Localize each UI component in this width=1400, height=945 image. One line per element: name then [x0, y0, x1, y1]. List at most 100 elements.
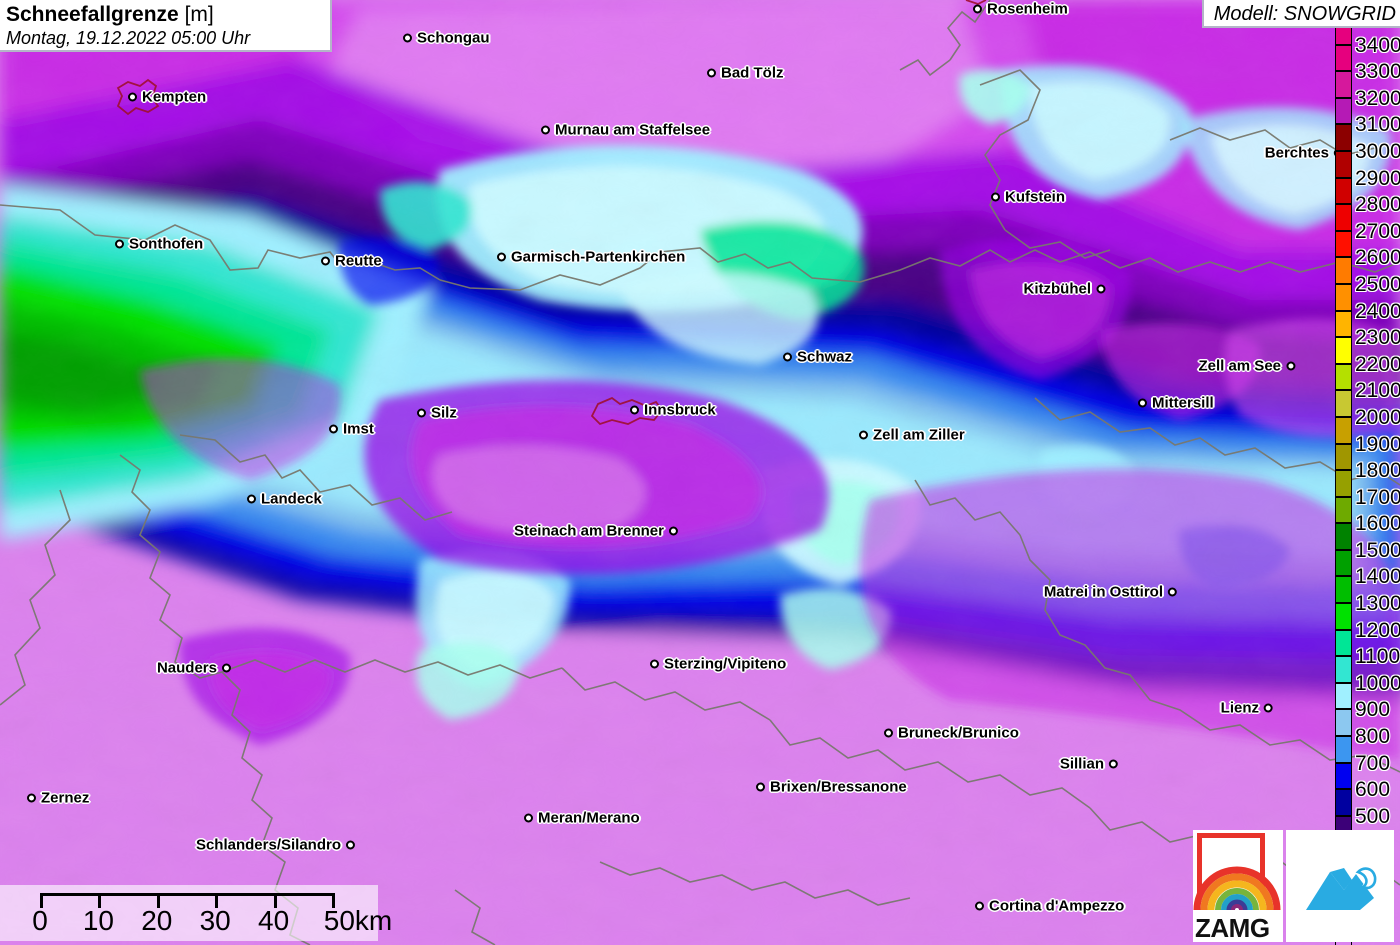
- legend-label: 3200: [1355, 86, 1400, 110]
- legend-row[interactable]: 3100: [1328, 114, 1400, 151]
- legend-row[interactable]: 900: [1328, 699, 1400, 737]
- city-marker[interactable]: Landeck: [247, 491, 322, 508]
- legend-row[interactable]: 1600: [1328, 513, 1400, 550]
- city-marker[interactable]: Meran/Merano: [524, 810, 640, 827]
- legend-swatch: [1335, 576, 1352, 604]
- city-dot-icon: [1096, 284, 1105, 294]
- scale-bar-labels: 0 10 20 30 40 50km: [0, 905, 392, 939]
- legend-row[interactable]: 3300: [1328, 61, 1400, 98]
- city-marker[interactable]: Schlanders/Silandro: [196, 837, 355, 854]
- city-dot-icon: [321, 256, 330, 266]
- city-marker[interactable]: Innsbruck: [630, 402, 716, 419]
- legend-row[interactable]: 2500: [1328, 274, 1400, 311]
- legend-swatch: [1335, 363, 1352, 391]
- city-marker[interactable]: Reutte: [321, 253, 382, 270]
- legend-label: 3300: [1355, 60, 1400, 84]
- legend-row[interactable]: 1400: [1328, 566, 1400, 604]
- city-marker[interactable]: Imst: [329, 421, 374, 438]
- city-dot-icon: [524, 813, 533, 823]
- legend-row[interactable]: 800: [1328, 726, 1400, 763]
- city-marker[interactable]: Lienz: [1221, 700, 1273, 717]
- legend-colorbar[interactable]: 3500340033003200310030002900280027002600…: [1328, 8, 1400, 945]
- legend-row[interactable]: 1300: [1328, 593, 1400, 630]
- city-dot-icon: [1168, 587, 1177, 597]
- scale-bar-label: 50km: [323, 905, 393, 936]
- legend-row[interactable]: 1800: [1328, 460, 1400, 497]
- legend-swatch: [1335, 71, 1352, 98]
- legend-row[interactable]: 2400: [1328, 301, 1400, 338]
- city-marker[interactable]: Rosenheim: [973, 1, 1068, 18]
- zamg-logo[interactable]: ZAMG: [1193, 830, 1283, 942]
- city-marker[interactable]: Kufstein: [991, 189, 1065, 206]
- title-unit: [m]: [184, 3, 214, 26]
- legend-label: 2400: [1355, 299, 1400, 323]
- legend-row[interactable]: 1500: [1328, 540, 1400, 577]
- legend-row[interactable]: 2300: [1328, 327, 1400, 364]
- legend-label: 1500: [1355, 538, 1400, 562]
- legend-label: 500: [1355, 804, 1391, 828]
- city-dot-icon: [991, 192, 1000, 202]
- city-dot-icon: [630, 405, 639, 415]
- legend-row[interactable]: 3000: [1328, 141, 1400, 178]
- city-marker[interactable]: Sillian: [1060, 756, 1118, 773]
- city-marker[interactable]: Schwaz: [783, 349, 852, 366]
- legend-row[interactable]: 2200: [1328, 354, 1400, 391]
- legend-row[interactable]: 1200: [1328, 620, 1400, 657]
- city-marker[interactable]: Steinach am Brenner: [514, 523, 678, 540]
- city-marker[interactable]: Nauders: [157, 660, 231, 677]
- city-label: Lienz: [1220, 699, 1259, 717]
- legend-row[interactable]: 700: [1328, 753, 1400, 790]
- legend-row[interactable]: 1100: [1328, 646, 1400, 683]
- legend-label: 2600: [1355, 246, 1400, 270]
- model-label: Modell: SNOWGRID: [1213, 3, 1396, 25]
- legend-row[interactable]: 1900: [1328, 434, 1400, 471]
- legend-row[interactable]: 2100: [1328, 380, 1400, 417]
- legend-row[interactable]: 2700: [1328, 221, 1400, 258]
- legend-label: 3000: [1355, 139, 1400, 163]
- city-marker[interactable]: Sonthofen: [115, 236, 203, 253]
- city-marker[interactable]: Matrei in Osttirol: [1044, 584, 1177, 601]
- legend-row[interactable]: 3200: [1328, 88, 1400, 125]
- city-marker[interactable]: Mittersill: [1138, 395, 1214, 412]
- city-label: Zernez: [41, 789, 90, 807]
- legend-label: 1400: [1355, 565, 1400, 589]
- legend-row[interactable]: 600: [1328, 779, 1400, 816]
- city-boundary-outlines: [116, 0, 987, 426]
- geosphere-logo[interactable]: [1286, 830, 1394, 942]
- city-marker[interactable]: Schongau: [403, 30, 490, 47]
- city-marker[interactable]: Bad Tölz: [707, 65, 784, 82]
- city-marker[interactable]: Brixen/Bressanone: [756, 779, 907, 796]
- city-marker[interactable]: Kitzbühel: [1024, 281, 1105, 298]
- city-marker[interactable]: Zell am See: [1198, 358, 1295, 375]
- legend-swatch: [1335, 257, 1352, 284]
- city-label: Murnau am Staffelsee: [555, 121, 711, 139]
- legend-label: 2200: [1355, 352, 1400, 376]
- city-marker[interactable]: Zernez: [27, 790, 89, 807]
- legend-swatch: [1335, 736, 1352, 763]
- legend-label: 3400: [1355, 33, 1400, 57]
- city-dot-icon: [669, 526, 678, 536]
- legend-row[interactable]: 2600: [1328, 247, 1400, 284]
- legend-row[interactable]: 2900: [1328, 168, 1400, 205]
- scale-bar-label: 30: [199, 905, 231, 936]
- city-marker[interactable]: Sterzing/Vipiteno: [650, 656, 786, 673]
- city-marker[interactable]: Kempten: [128, 89, 206, 106]
- city-marker[interactable]: Bruneck/Brunico: [884, 725, 1019, 742]
- legend-swatch: [1335, 789, 1352, 816]
- scale-bar-tick: [40, 893, 43, 908]
- page-title: Schneefallgrenze [m]: [6, 3, 330, 27]
- legend-row[interactable]: 2000: [1328, 407, 1400, 444]
- city-dot-icon: [115, 239, 124, 249]
- legend-row[interactable]: 2800: [1328, 194, 1400, 231]
- city-marker[interactable]: Murnau am Staffelsee: [541, 122, 710, 139]
- legend-swatch: [1335, 283, 1352, 311]
- city-marker[interactable]: Silz: [417, 405, 457, 422]
- city-marker[interactable]: Garmisch-Partenkirchen: [497, 249, 685, 266]
- city-marker[interactable]: Cortina d'Ampezzo: [975, 898, 1124, 915]
- legend-swatch: [1335, 204, 1352, 231]
- city-marker[interactable]: Zell am Ziller: [859, 427, 965, 444]
- legend-row[interactable]: 3400: [1328, 35, 1400, 72]
- legend-row[interactable]: 1700: [1328, 487, 1400, 524]
- legend-row[interactable]: 1000: [1328, 673, 1400, 710]
